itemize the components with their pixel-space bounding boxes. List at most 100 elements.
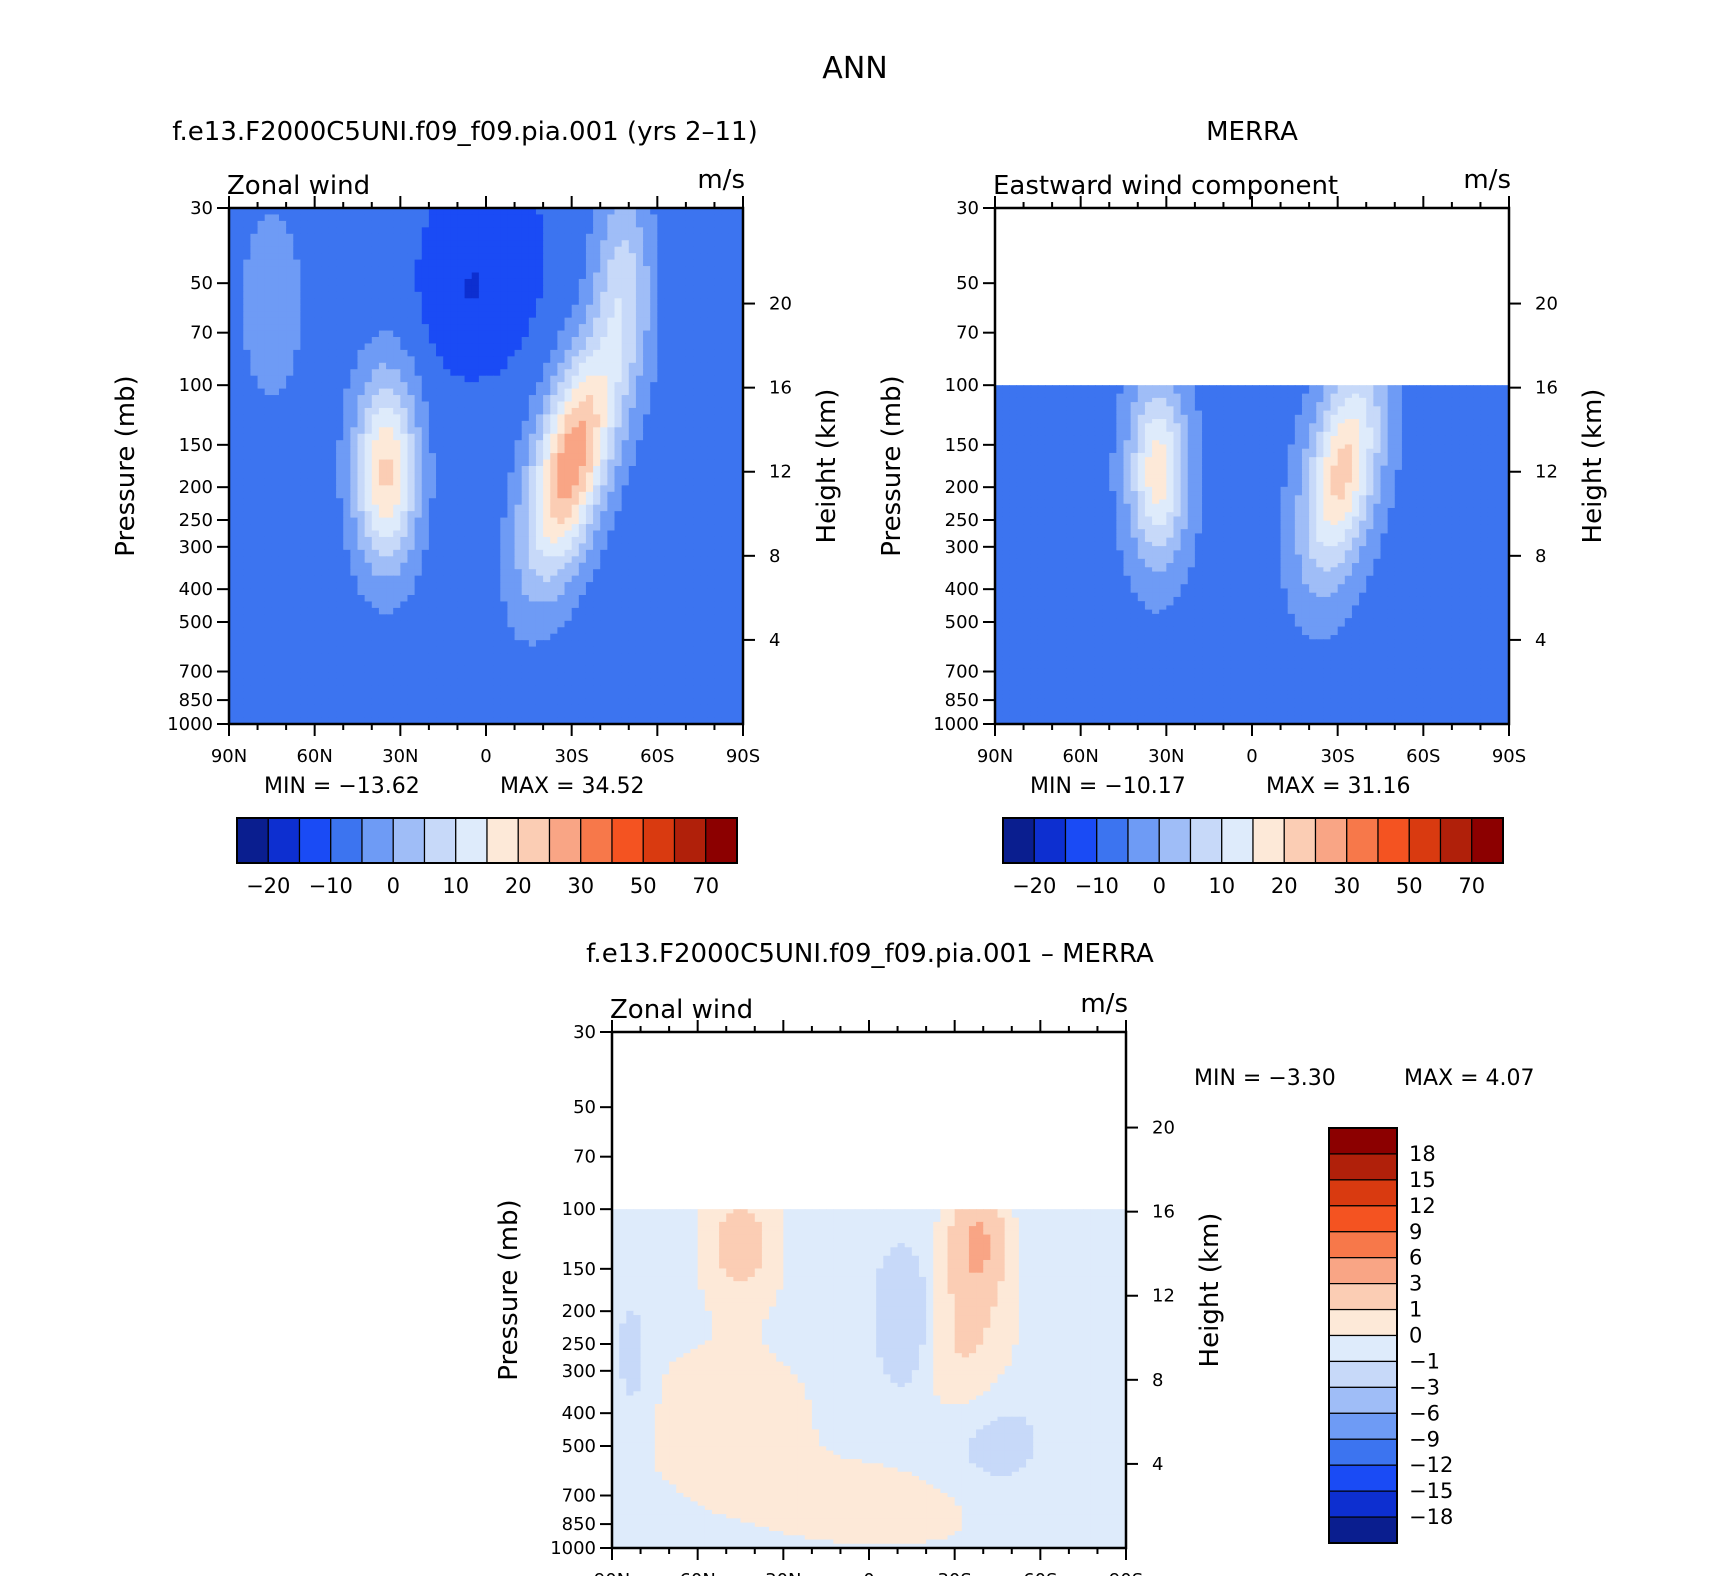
field-cell (557, 453, 566, 461)
field-cell (328, 343, 337, 351)
field-cell (343, 278, 351, 286)
field-cell (336, 627, 344, 635)
field-cell (543, 272, 551, 280)
field-cell (264, 549, 273, 557)
field-cell (550, 459, 558, 467)
field-cell (343, 498, 351, 506)
field-cell (557, 491, 566, 499)
field-cell (607, 259, 616, 267)
field-cell (428, 633, 437, 641)
field-cell (321, 324, 330, 332)
field-cell (400, 324, 409, 332)
field-cell (436, 220, 444, 228)
field-cell (535, 620, 544, 628)
field-cell (421, 278, 430, 286)
field-cell (436, 343, 444, 351)
field-cell (500, 433, 509, 441)
field-cell (243, 433, 252, 441)
field-cell (271, 395, 280, 403)
field-cell (700, 343, 708, 351)
field-cell (364, 498, 373, 506)
field-cell (664, 272, 673, 280)
field-cell (443, 259, 451, 267)
field-cell (678, 569, 687, 577)
field-cell (500, 627, 509, 635)
field-cell (678, 433, 687, 441)
field-cell (571, 582, 580, 590)
field-cell (478, 595, 487, 603)
field-cell (664, 253, 673, 261)
field-cell (557, 272, 566, 280)
field-cell (600, 253, 608, 261)
field-cell (521, 285, 530, 293)
field-cell (528, 395, 537, 403)
field-cell (414, 627, 423, 635)
field-cell (721, 472, 730, 480)
field-cell (264, 375, 273, 383)
field-cell (614, 349, 623, 357)
field-cell (700, 569, 708, 577)
field-cell (657, 407, 666, 415)
field-cell (700, 227, 708, 235)
field-cell (271, 330, 280, 338)
field-cell (286, 549, 294, 557)
field-cell (621, 317, 630, 325)
field-cell (386, 549, 394, 557)
field-cell (343, 653, 351, 661)
field-cell (471, 395, 480, 403)
field-cell (236, 517, 244, 525)
field-cell (728, 446, 737, 454)
field-cell (678, 491, 687, 499)
field-cell (685, 233, 694, 241)
field-cell (535, 330, 544, 338)
field-cell (236, 388, 244, 396)
field-cell (407, 620, 416, 628)
field-cell (457, 536, 466, 544)
field-cell (328, 524, 337, 532)
field-cell (286, 266, 294, 274)
field-cell (664, 220, 673, 228)
field-cell (357, 640, 366, 648)
field-cell (614, 375, 623, 383)
field-cell (571, 472, 580, 480)
field-cell (585, 311, 594, 319)
field-cell (307, 498, 316, 506)
field-cell (593, 440, 601, 448)
field-cell (236, 233, 244, 241)
field-cell (428, 446, 437, 454)
field-cell (264, 395, 273, 403)
field-cell (678, 362, 687, 370)
field-cell (621, 285, 630, 293)
field-cell (314, 485, 323, 493)
field-cell (707, 395, 716, 403)
field-cell (257, 382, 266, 390)
field-cell (371, 278, 380, 286)
field-cell (664, 640, 673, 648)
field-cell (436, 640, 444, 648)
field-cell (585, 485, 594, 493)
field-cell (307, 220, 316, 228)
field-cell (229, 562, 237, 570)
field-cell (486, 472, 494, 480)
field-cell (664, 543, 673, 551)
field-cell (421, 272, 430, 280)
field-cell (735, 595, 744, 603)
field-cell (628, 278, 637, 286)
field-cell (421, 388, 430, 396)
field-cell (600, 388, 608, 396)
field-cell (564, 407, 573, 415)
field-cell (264, 382, 273, 390)
field-cell (671, 511, 680, 519)
field-cell (457, 272, 466, 280)
field-cell (721, 530, 730, 538)
field-cell (250, 472, 259, 480)
field-cell (635, 420, 644, 428)
field-cell (471, 382, 480, 390)
field-cell (500, 595, 509, 603)
field-cell (471, 466, 480, 474)
field-cell (535, 311, 544, 319)
field-cell (450, 375, 459, 383)
field-cell (678, 337, 687, 345)
field-cell (578, 324, 587, 332)
field-cell (707, 266, 716, 274)
